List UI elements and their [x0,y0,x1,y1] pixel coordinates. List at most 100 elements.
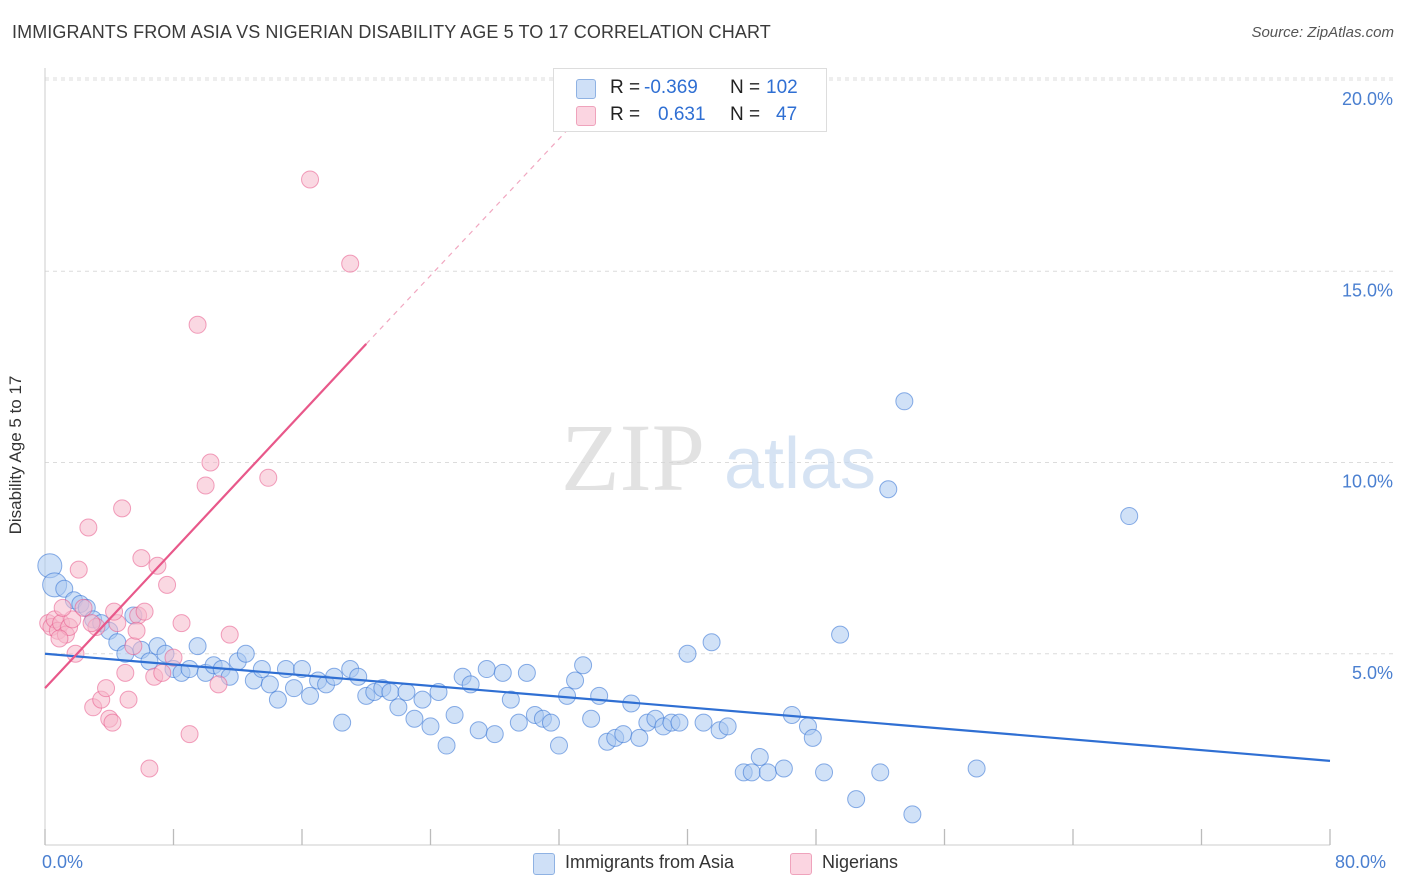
source-note: Source: ZipAtlas.com [1251,24,1394,41]
asia-point [831,625,850,644]
nigerian-point [74,598,93,617]
chart-title: IMMIGRANTS FROM ASIA VS NIGERIAN DISABIL… [12,22,771,42]
asia-point [389,698,408,717]
nigerian-point [127,621,146,640]
correlation-legend: R = -0.369 N = 102 R = 0.631 N = 47 [553,68,827,132]
asia-point [349,667,368,686]
points-layer [37,170,1139,824]
asia-point [630,728,649,747]
asia-point [477,660,496,679]
nigerian-point [132,549,151,568]
asia-point [397,683,416,701]
asia-point [188,637,207,656]
asia-point [678,644,697,663]
nigerian-point [105,602,124,621]
nigerian-point [53,598,72,617]
asia-point [469,721,488,740]
legend-r-label: R = [610,77,641,98]
asia-point [493,663,512,682]
asia-point [268,690,287,709]
asia-point [702,633,721,652]
asia-point [252,660,271,679]
nigerian-point [341,254,360,273]
asia-point [750,748,769,767]
nigerian-trend-line [44,343,368,689]
legend-r-label: R = [610,104,641,125]
bottom-legend-swatch-nigerians [790,853,812,875]
nigerian-point [158,575,177,594]
y-axis-label: Disability Age 5 to 17 [6,375,25,535]
nigerian-point [188,315,207,334]
nigerian-point [69,560,88,579]
asia-point [260,675,279,694]
nigerian-point [196,476,215,495]
asia-point [1120,507,1139,526]
asia-point [903,805,922,824]
nigerian-point [113,499,132,518]
legend-swatch-nigerians [576,106,596,126]
y-tick-label: 20.0% [1342,89,1393,109]
asia-point [501,690,520,709]
asia-point [301,686,320,705]
asia-point [742,763,761,782]
asia-point [293,660,311,679]
nigerian-point [82,614,101,633]
asia-point [574,656,593,675]
asia-point [541,713,560,732]
legend-swatch-asia [576,79,596,99]
bottom-legend-label-nigerians: Nigerians [822,852,899,872]
asia-point [284,679,303,698]
asia-point [509,713,528,732]
watermark-zip: ZIP [561,404,705,511]
asia-point [694,713,713,732]
legend-n-value: 102 [766,77,798,98]
asia-point [445,705,464,724]
nigerian-point [153,663,172,682]
nigerian-point [124,637,143,656]
nigerian-point [50,629,69,648]
asia-point [871,763,890,782]
asia-point [381,683,400,701]
grid-layer [45,77,1395,655]
nigerian-point [180,725,199,744]
asia-point [437,736,456,755]
asia-point [236,644,255,663]
asia-point [517,663,536,682]
legend-n-label: N = [730,77,761,98]
nigerian-point [301,170,320,189]
bottom-legend-label-asia: Immigrants from Asia [565,852,735,872]
watermark-atlas: atlas [724,424,876,504]
nigerian-point [97,679,116,698]
asia-point [614,725,633,744]
asia-point [803,728,822,747]
asia-point [413,690,432,709]
nigerian-point [103,713,122,732]
asia-point [566,671,585,690]
nigerian-point [164,648,183,667]
asia-point [670,713,689,732]
nigerian-point [201,453,220,472]
bottom-legend-swatch-asia [533,853,555,875]
y-tick-label: 15.0% [1342,280,1393,300]
asia-trend-line [44,652,1331,762]
legend-r-value: -0.369 [644,77,698,98]
asia-point [405,709,424,728]
nigerian-point [259,468,278,487]
nigerian-point [135,602,154,621]
legend-n-value: 47 [776,104,798,125]
asia-point [774,759,793,778]
asia-point [582,709,601,728]
nigerian-point [63,610,82,629]
asia-point [550,736,568,755]
legend-r-value: 0.631 [658,104,706,125]
asia-point [879,480,898,499]
legend-n-label: N = [730,104,761,125]
asia-point [967,759,986,778]
asia-point [55,579,74,598]
asia-point [758,763,777,782]
nigerian-point [172,614,191,633]
axis-layer [44,68,1331,846]
y-axis-label-wrap: Disability Age 5 to 17 [6,376,26,535]
y-tick-labels: 5.0% 10.0% 15.0% 20.0% [1342,89,1393,683]
